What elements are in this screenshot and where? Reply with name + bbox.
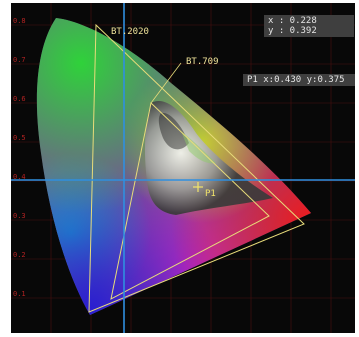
cursor-coordinate-readout: x : 0.228 y : 0.392 [264,15,354,37]
y-tick-label: 0.6 [13,95,26,103]
bt709-label: BT.709 [186,57,219,67]
p1-coordinate-readout: P1 x:0.430 y:0.375 [243,74,355,86]
y-tick-label: 0.7 [13,56,26,64]
y-tick-label: 0.1 [13,290,26,298]
y-tick-label: 0.2 [13,251,26,259]
gamut-bt2020-triangle [88,23,305,313]
y-tick-label: 0.8 [13,17,26,25]
cursor-y-value: y : 0.392 [268,26,317,36]
y-tick-label: 0.3 [13,212,26,220]
bt2020-label: BT.2020 [111,27,149,37]
y-tick-label: 0.5 [13,134,26,142]
gamut-bt709-triangle [110,62,270,300]
cursor-x-value: x : 0.228 [268,16,317,26]
y-tick-label: 0.4 [13,173,26,181]
cie-chromaticity-scope[interactable]: 0.8 0.7 0.6 0.5 0.4 0.3 0.2 0.1 BT.2020 … [11,3,355,333]
p1-marker-label: P1 [205,189,216,199]
p1-marker-icon[interactable] [193,182,203,192]
chromaticity-plot [11,3,355,333]
